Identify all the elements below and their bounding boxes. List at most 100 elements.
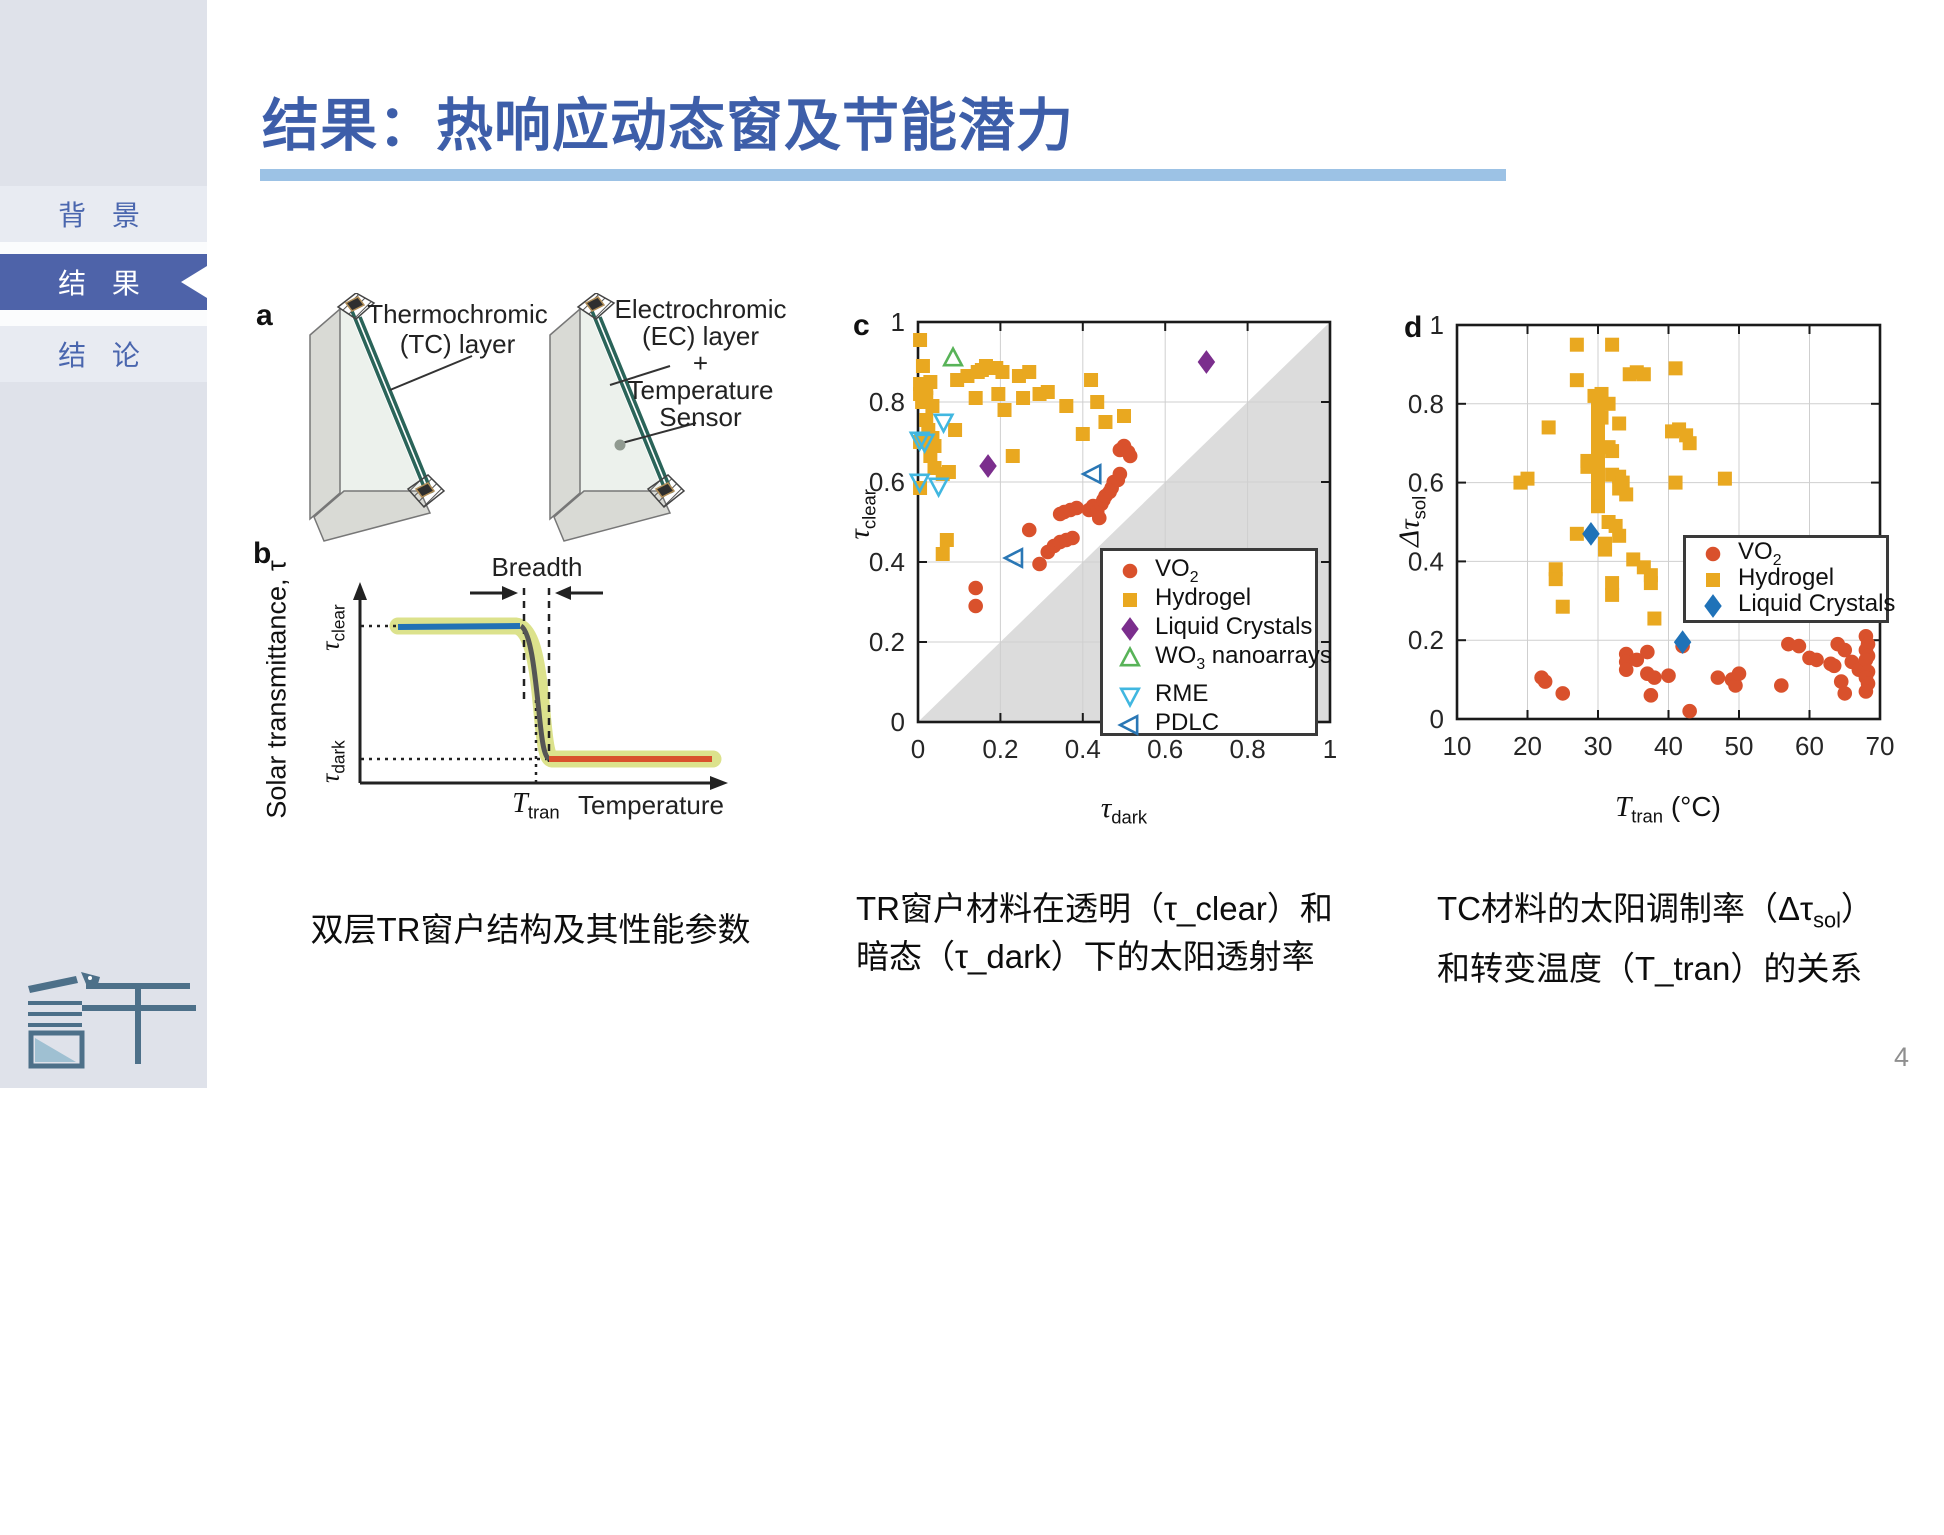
- vo2-marker-icon: [1122, 563, 1138, 578]
- d-ylabel: Δτsol: [1393, 495, 1430, 547]
- caption-panel-ab: 双层TR窗户结构及其性能参数: [310, 911, 751, 948]
- panel-a-annotation-lines: [389, 355, 697, 451]
- legend-item: Liquid Crystals: [1686, 590, 1895, 619]
- hydrogel-marker-icon: [1706, 573, 1720, 587]
- sidebar: 背 景 结 果 结 论: [0, 0, 207, 1088]
- svg-text:30: 30: [1584, 731, 1613, 761]
- svg-text:0: 0: [911, 734, 925, 764]
- caption-panel-c: TR窗户材料在透明（τ_clear）和 暗态（τ_dark）下的太阳透射率: [856, 890, 1333, 975]
- page-number: 4: [1894, 1042, 1910, 1072]
- svg-text:0.8: 0.8: [869, 387, 905, 417]
- svg-text:0.6: 0.6: [869, 467, 905, 497]
- vo2-marker-icon: [1705, 546, 1721, 562]
- panel-letter-a: a: [256, 299, 273, 332]
- legend-label: Hydrogel: [1738, 564, 1835, 592]
- chart-c-legend: VO2 Hydrogel Liquid Crystals WO3 nanoarrays…: [1100, 548, 1332, 739]
- svg-text:0.2: 0.2: [982, 734, 1018, 764]
- liquid-crystals-marker-icon-points: [979, 350, 1216, 478]
- svg-text:0.8: 0.8: [1408, 389, 1444, 419]
- svg-text:0.6: 0.6: [1408, 468, 1444, 498]
- sidebar-item-results[interactable]: 结 果: [0, 254, 207, 310]
- hydrogel-marker-icon-points: [1513, 337, 1732, 626]
- b-ylabel: Solar transmittance, τ: [261, 560, 292, 819]
- title-underline: [260, 169, 1506, 181]
- legend-item: RME: [1103, 679, 1315, 710]
- svg-text:0.6: 0.6: [1147, 734, 1183, 764]
- svg-text:0: 0: [891, 707, 905, 737]
- legend-label: RME: [1155, 679, 1209, 707]
- rme-marker-icon-points: [908, 413, 955, 499]
- scatter-plot-d: 10 20 30 40 50 60 70 0 0.2 0.4 0.6 0.8 1: [1408, 310, 1895, 761]
- svg-text:20: 20: [1513, 731, 1542, 761]
- vo2-marker-icon-points: [1534, 628, 1876, 719]
- legend-item: VO2: [1103, 554, 1315, 586]
- svg-text:70: 70: [1866, 731, 1895, 761]
- legend-item: PDLC: [1103, 708, 1315, 739]
- svg-text:0.2: 0.2: [869, 627, 905, 657]
- panel-letter-b: b: [253, 537, 272, 570]
- sidebar-separator: [0, 242, 207, 254]
- panel-letter-d: d: [1404, 311, 1423, 344]
- caption-panel-d: TC材料的太阳调制率（Δτsol） 和转变温度（T_tran）的关系: [1437, 890, 1874, 987]
- legend-label: PDLC: [1155, 708, 1220, 736]
- legend-item: Hydrogel: [1103, 583, 1315, 614]
- page-title: 结果：热响应动态窗及节能潜力: [262, 94, 1074, 158]
- c-xlabel: τdark: [1100, 792, 1148, 828]
- legend-item: WO3 nanoarrays: [1103, 642, 1332, 672]
- legend-label: VO2: [1738, 538, 1782, 569]
- wo3-marker-icon: [1119, 645, 1141, 666]
- legend-item: VO2: [1686, 538, 1886, 569]
- electrochromic-window-diagram: [549, 293, 686, 542]
- svg-text:0: 0: [1430, 704, 1444, 734]
- b-breadth-label: Breadth: [491, 552, 583, 582]
- b-tau-dark-label: τdark: [315, 740, 349, 783]
- b-ttran-label: Ttran: [512, 788, 560, 823]
- tc-layer-label: Thermochromic (TC) layer: [367, 299, 548, 359]
- hydrogel-marker-icon-points: [913, 333, 1131, 561]
- svg-text:0.4: 0.4: [869, 547, 905, 577]
- active-item-arrow-icon: [181, 266, 207, 298]
- svg-text:10: 10: [1443, 731, 1472, 761]
- svg-text:1: 1: [1430, 310, 1444, 340]
- svg-text:0.4: 0.4: [1065, 734, 1101, 764]
- c-ylabel: τclear: [843, 489, 880, 540]
- sidebar-item-background[interactable]: 背 景: [0, 186, 207, 242]
- wo3-marker-icon-points: [942, 345, 964, 367]
- svg-text:1: 1: [891, 307, 905, 337]
- svg-text:0.4: 0.4: [1408, 546, 1444, 576]
- sidebar-separator: [0, 310, 207, 326]
- liquid-crystals-marker-icon: [1121, 616, 1139, 641]
- liquid-crystals-marker-icon: [1704, 594, 1722, 618]
- scatter-plot-c: 0 0.2 0.4 0.6 0.8 1 0 0.2 0.4 0.6 0.8 1: [869, 307, 1337, 764]
- logo-icon: [28, 972, 196, 1069]
- legend-label: Liquid Crystals: [1155, 612, 1313, 640]
- panel-letter-c: c: [853, 309, 870, 342]
- ec-layer-label: Electrochromic (EC) layer + Temperature …: [614, 294, 787, 432]
- legend-label: Hydrogel: [1155, 583, 1252, 611]
- pdlc-marker-icon-points: [1002, 463, 1102, 569]
- svg-text:40: 40: [1654, 731, 1683, 761]
- legend-item: Liquid Crystals: [1103, 612, 1315, 643]
- vo2-marker-icon-points: [968, 438, 1138, 614]
- legend-label: Liquid Crystals: [1738, 590, 1896, 618]
- svg-text:0.8: 0.8: [1230, 734, 1266, 764]
- temperature-sensor-dot: [614, 439, 626, 451]
- b-tau-clear-label: τclear: [315, 604, 349, 651]
- pdlc-marker-icon: [1117, 713, 1139, 736]
- chart-d-legend: VO2 Hydrogel Liquid Crystals: [1683, 535, 1895, 623]
- legend-label: VO2: [1155, 554, 1199, 586]
- legend-item: Hydrogel: [1686, 564, 1886, 593]
- legend-label: WO3 nanoarrays: [1155, 641, 1332, 673]
- svg-text:60: 60: [1795, 731, 1824, 761]
- thermochromic-window-diagram: [309, 293, 446, 542]
- sidebar-item-label: 结 果: [58, 268, 149, 299]
- liquid-crystals-marker-icon-points: [1582, 521, 1692, 655]
- rme-marker-icon: [1119, 687, 1141, 708]
- svg-text:1: 1: [1323, 734, 1337, 764]
- transition-curve-diagram: [353, 582, 728, 790]
- hydrogel-marker-icon: [1123, 592, 1137, 607]
- svg-text:0.2: 0.2: [1408, 625, 1444, 655]
- b-xlabel: Temperature: [578, 790, 724, 820]
- sidebar-item-conclusion[interactable]: 结 论: [0, 326, 207, 382]
- d-xlabel: Ttran (°C): [1615, 791, 1721, 827]
